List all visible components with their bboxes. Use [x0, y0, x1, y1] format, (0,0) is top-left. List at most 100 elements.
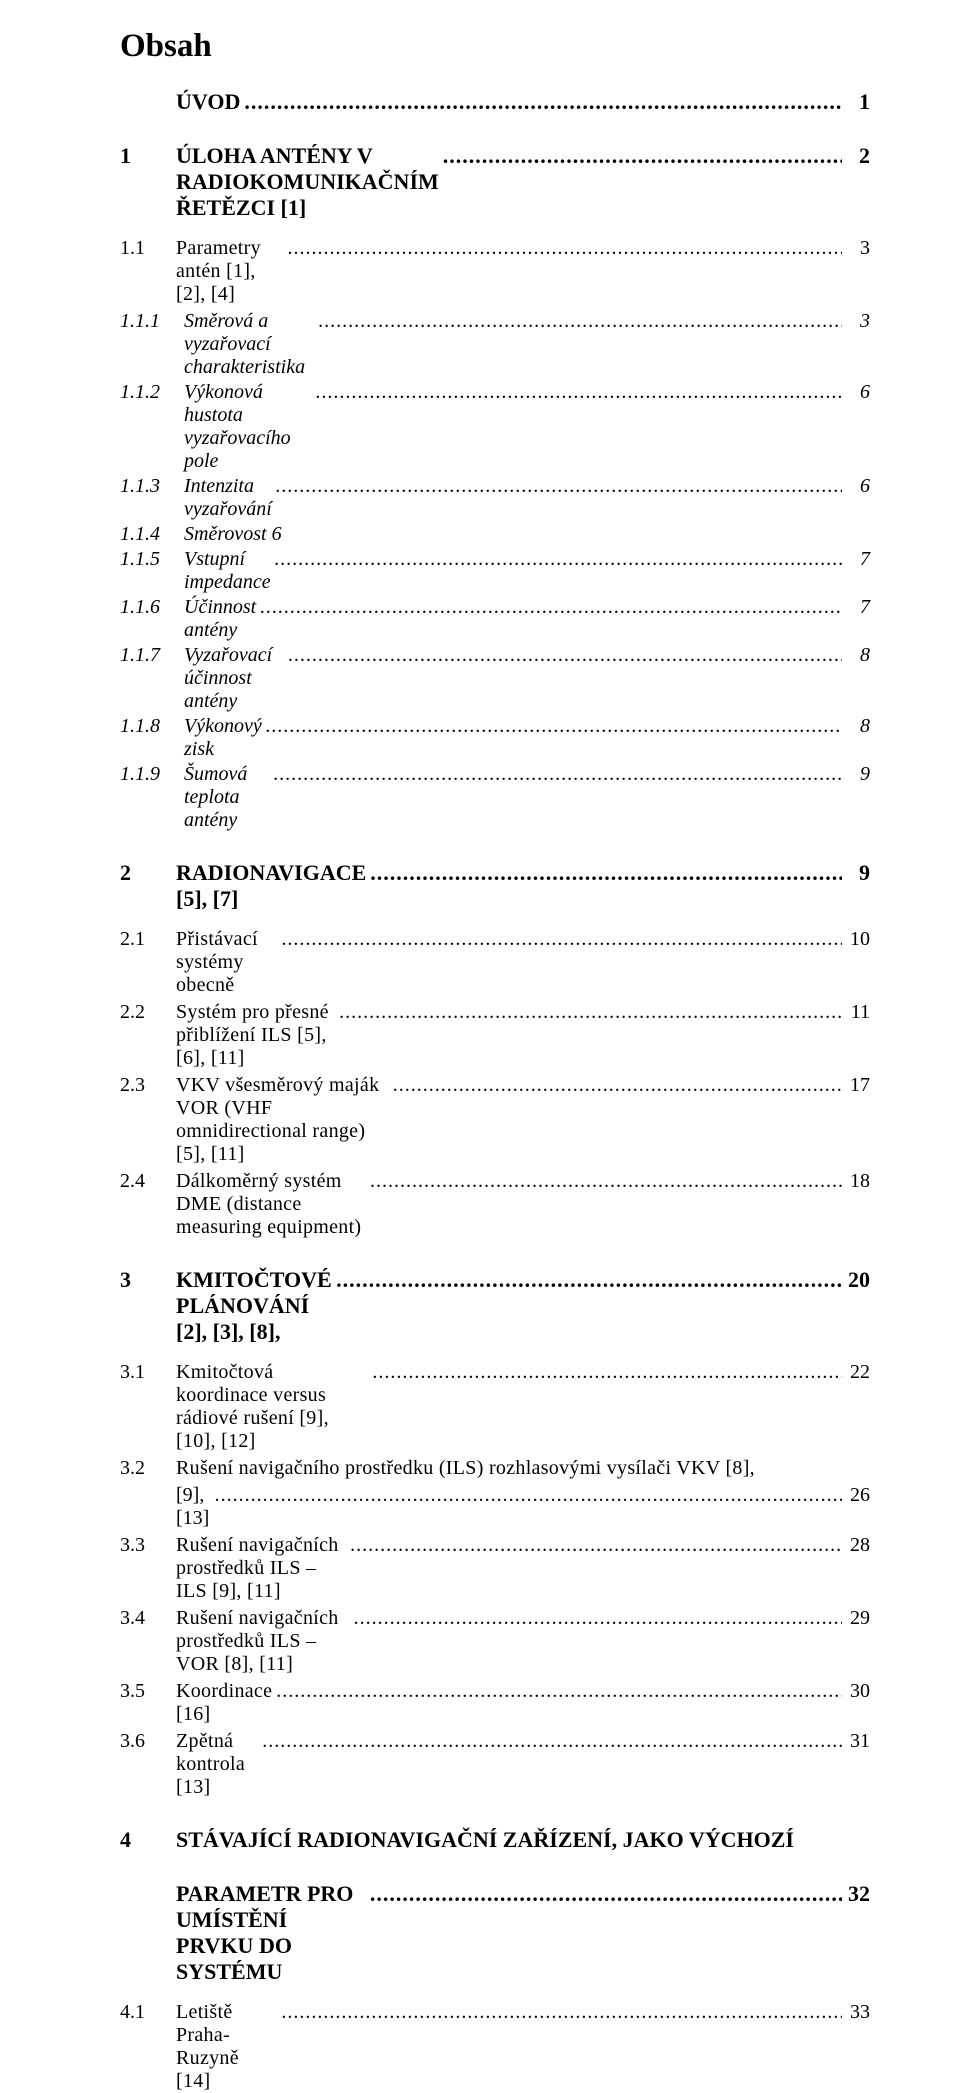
toc-entry-page: 3 — [842, 310, 870, 333]
toc-entry-page: 20 — [842, 1267, 870, 1293]
toc-entry-text: Výkonový zisk — [184, 715, 262, 761]
toc-line: 4.1Letiště Praha-Ruzyně [14]............… — [120, 2001, 870, 2093]
page: Obsah ÚVOD..............................… — [0, 0, 960, 1434]
toc-leader: ........................................… — [284, 644, 842, 667]
toc-entry-number: 3 — [120, 1267, 176, 1293]
toc-entry-page: 11 — [842, 1001, 870, 1024]
toc-line: 3.3Rušení navigačních prostředků ILS – I… — [120, 1534, 870, 1603]
toc-entry-page: 1 — [842, 89, 870, 115]
toc-entry-text: Parametry antén [1], [2], [4] — [176, 237, 283, 306]
toc-leader: ........................................… — [272, 475, 842, 498]
toc-entry-number: 3.3 — [120, 1534, 176, 1557]
toc-entry-text: PARAMETR PRO UMÍSTĚNÍ PRVKU DO SYSTÉMU — [176, 1881, 366, 1985]
toc: ÚVOD....................................… — [120, 89, 870, 2093]
toc-entry-number: 4 — [120, 1827, 176, 1853]
toc-line: 1.1.3Intenzita vyzařování...............… — [120, 475, 870, 521]
toc-entry-number: 1.1.1 — [120, 310, 184, 333]
toc-entry-number: 3.4 — [120, 1607, 176, 1630]
toc-entry-page: 31 — [842, 1730, 870, 1753]
toc-leader: ........................................… — [366, 1881, 842, 1907]
toc-entry-text: Rušení navigačních prostředků ILS – ILS … — [176, 1534, 346, 1603]
toc-line: 3.6Zpětná kontrola [13].................… — [120, 1730, 870, 1799]
toc-leader: ........................................… — [283, 237, 842, 260]
toc-entry-text: Koordinace [16] — [176, 1680, 272, 1726]
toc-entry-text: KMITOČTOVÉ PLÁNOVÁNÍ [2], [3], [8], — [176, 1267, 332, 1345]
toc-line: 3.2Rušení navigačního prostředku (ILS) r… — [120, 1457, 870, 1480]
toc-leader: ........................................… — [211, 1484, 842, 1507]
toc-entry-text: Směrová a vyzařovací charakteristika — [184, 310, 315, 379]
toc-entry-page: 7 — [842, 596, 870, 619]
toc-entry-number: 2 — [120, 860, 176, 886]
toc-leader: ........................................… — [312, 381, 842, 404]
toc-entry-page: 2 — [842, 143, 870, 169]
toc-entry-page: 29 — [842, 1607, 870, 1630]
toc-line: 2.2Systém pro přesné přiblížení ILS [5],… — [120, 1001, 870, 1070]
toc-entry-text: ÚLOHA ANTÉNY V RADIOKOMUNIKAČNÍM ŘETĚZCI… — [176, 143, 439, 221]
toc-leader: ........................................… — [366, 860, 842, 886]
toc-entry-page: 3 — [842, 237, 870, 260]
toc-leader: ........................................… — [240, 89, 842, 115]
toc-leader: ........................................… — [270, 763, 842, 786]
toc-line: 1.1.8Výkonový zisk......................… — [120, 715, 870, 761]
toc-entry-text: Vstupní impedance — [184, 548, 271, 594]
toc-entry-number: 3.1 — [120, 1361, 176, 1384]
toc-entry-number: 1.1.2 — [120, 381, 184, 404]
toc-entry-page: 32 — [842, 1881, 870, 1907]
toc-entry-page: 6 — [842, 475, 870, 498]
toc-entry-page: 8 — [842, 715, 870, 738]
toc-entry-page: 22 — [842, 1361, 870, 1384]
toc-entry-number: 1.1.6 — [120, 596, 184, 619]
toc-entry-number: 1.1.8 — [120, 715, 184, 738]
toc-entry-text: Rušení navigačních prostředků ILS – VOR … — [176, 1607, 350, 1676]
toc-line: 4STÁVAJÍCÍ RADIONAVIGAČNÍ ZAŘÍZENÍ, JAKO… — [120, 1827, 870, 1853]
toc-entry-page: 6 — [842, 381, 870, 404]
toc-leader: ........................................… — [256, 596, 842, 619]
toc-entry-number: 4.1 — [120, 2001, 176, 2024]
toc-line: 2RADIONAVIGACE [5], [7].................… — [120, 860, 870, 912]
toc-entry-text: Kmitočtová koordinace versus rádiové ruš… — [176, 1361, 368, 1453]
toc-line: 1ÚLOHA ANTÉNY V RADIOKOMUNIKAČNÍM ŘETĚZC… — [120, 143, 870, 221]
toc-line: 1.1.5Vstupní impedance..................… — [120, 548, 870, 594]
toc-line: 1.1.7Vyzařovací účinnost antény.........… — [120, 644, 870, 713]
toc-line: 1.1.6Účinnost antény....................… — [120, 596, 870, 642]
toc-entry-text: Zpětná kontrola [13] — [176, 1730, 258, 1799]
toc-entry-number: 1.1.3 — [120, 475, 184, 498]
toc-entry-text: [9], [13] — [176, 1484, 211, 1530]
toc-entry-text: RADIONAVIGACE [5], [7] — [176, 860, 366, 912]
toc-leader: ........................................… — [262, 715, 842, 738]
toc-entry-number: 1 — [120, 143, 176, 169]
toc-line: ÚVOD....................................… — [120, 89, 870, 115]
toc-entry-number: 1.1.9 — [120, 763, 184, 786]
toc-line: 1.1.1Směrová a vyzařovací charakteristik… — [120, 310, 870, 379]
toc-entry-number: 1.1 — [120, 237, 176, 260]
toc-line: [9], [13]...............................… — [120, 1484, 870, 1530]
toc-leader: ........................................… — [335, 1001, 842, 1024]
toc-entry-number: 3.6 — [120, 1730, 176, 1753]
toc-entry-page: 8 — [842, 644, 870, 667]
toc-leader: ........................................… — [366, 1170, 842, 1193]
toc-entry-text: Intenzita vyzařování — [184, 475, 272, 521]
toc-entry-number: 2.4 — [120, 1170, 176, 1193]
doc-title: Obsah — [120, 28, 870, 65]
toc-entry-text: Účinnost antény — [184, 596, 256, 642]
toc-line: PARAMETR PRO UMÍSTĚNÍ PRVKU DO SYSTÉMU..… — [120, 1881, 870, 1985]
toc-entry-text: Vyzařovací účinnost antény — [184, 644, 284, 713]
toc-entry-page: 33 — [842, 2001, 870, 2024]
toc-entry-text: Dálkoměrný systém DME (distance measurin… — [176, 1170, 366, 1239]
toc-entry-text: Letiště Praha-Ruzyně [14] — [176, 2001, 277, 2093]
toc-entry-number: 2.1 — [120, 928, 176, 951]
toc-line: 3.1Kmitočtová koordinace versus rádiové … — [120, 1361, 870, 1453]
toc-line: 3KMITOČTOVÉ PLÁNOVÁNÍ [2], [3], [8],....… — [120, 1267, 870, 1345]
toc-entry-page: 9 — [842, 763, 870, 786]
toc-line: 3.4Rušení navigačních prostředků ILS – V… — [120, 1607, 870, 1676]
toc-line: 3.5Koordinace [16]......................… — [120, 1680, 870, 1726]
toc-leader: ........................................… — [332, 1267, 842, 1293]
toc-line: 1.1.9Šumová teplota antény..............… — [120, 763, 870, 832]
toc-entry-number: 3.5 — [120, 1680, 176, 1703]
toc-entry-text: ÚVOD — [176, 89, 240, 115]
toc-entry-text: STÁVAJÍCÍ RADIONAVIGAČNÍ ZAŘÍZENÍ, JAKO … — [176, 1827, 794, 1853]
toc-entry-number: 3.2 — [120, 1457, 176, 1480]
toc-leader: ........................................… — [315, 310, 842, 333]
toc-entry-page: 7 — [842, 548, 870, 571]
toc-entry-text: Systém pro přesné přiblížení ILS [5], [6… — [176, 1001, 335, 1070]
